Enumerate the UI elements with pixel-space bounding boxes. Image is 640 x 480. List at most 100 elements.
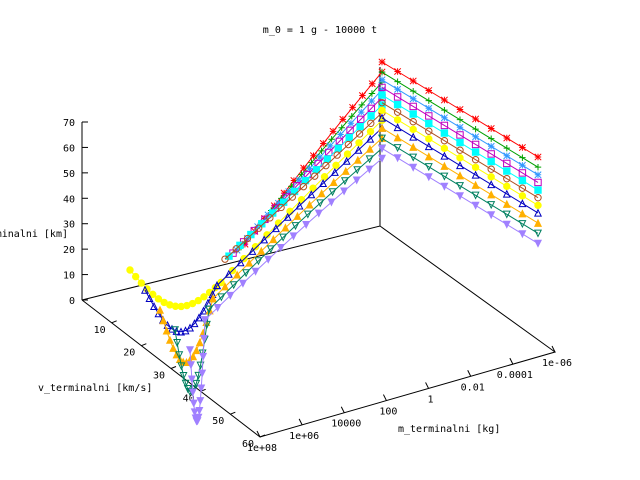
data-point — [534, 201, 542, 210]
x-axis-ticks: 1e+08 1e+06 10000 100 1 0.01 0.0001 1e-06 — [247, 345, 572, 454]
data-point — [224, 269, 233, 278]
data-point — [200, 293, 208, 301]
data-point — [456, 131, 464, 139]
series-line — [381, 102, 539, 199]
data-point — [322, 161, 330, 170]
series-line — [208, 147, 383, 310]
data-point — [181, 379, 190, 388]
data-point — [188, 388, 197, 397]
data-point — [340, 187, 349, 196]
z-tick-label: 60 — [63, 143, 75, 154]
data-point — [176, 327, 186, 336]
data-point — [471, 201, 480, 210]
data-point — [518, 199, 527, 208]
data-point — [393, 116, 402, 124]
data-point — [409, 142, 418, 151]
data-point — [377, 144, 387, 153]
y-tick-label: 40 — [183, 393, 195, 404]
data-point — [242, 269, 251, 278]
x-tick-label: 0.01 — [461, 382, 485, 393]
data-point — [179, 372, 188, 381]
data-point — [243, 234, 252, 243]
data-point — [353, 166, 362, 175]
data-point — [440, 144, 449, 153]
data-point — [518, 161, 526, 169]
data-series — [225, 91, 542, 260]
y-tick-mark — [141, 343, 147, 347]
data-point — [440, 161, 449, 170]
x-tick-mark — [425, 382, 430, 389]
data-point — [355, 130, 364, 138]
data-point — [300, 164, 308, 172]
data-point — [299, 182, 308, 191]
data-point — [425, 135, 433, 143]
data-point — [189, 399, 198, 408]
data-point — [533, 239, 543, 248]
data-point — [440, 172, 449, 181]
y-tick-label: 10 — [94, 325, 106, 336]
data-point — [251, 267, 260, 276]
data-point — [487, 180, 496, 189]
data-point — [281, 223, 290, 232]
data-point — [409, 102, 417, 111]
data-point — [533, 208, 543, 217]
x-tick-label: 10000 — [331, 419, 361, 430]
y-axis-label: v_terminalni [km/s] — [38, 383, 152, 394]
data-point — [487, 201, 496, 210]
data-point — [456, 105, 464, 114]
data-point — [472, 133, 480, 141]
data-point — [271, 224, 280, 233]
data-point — [208, 294, 218, 303]
data-point — [339, 115, 347, 123]
data-point — [424, 163, 433, 172]
data-point — [190, 408, 199, 417]
y-tick-mark — [111, 320, 117, 324]
data-point — [358, 92, 366, 100]
data-point — [196, 361, 205, 370]
data-point — [276, 244, 285, 253]
data-point — [518, 220, 527, 229]
data-point — [342, 156, 351, 165]
data-point — [356, 122, 364, 131]
data-point — [291, 222, 300, 231]
data-point — [305, 165, 314, 173]
data-point — [425, 104, 433, 112]
data-point — [347, 119, 355, 127]
data-point — [297, 196, 306, 204]
data-point — [393, 100, 402, 109]
data-point — [409, 110, 417, 118]
data-point — [145, 293, 154, 303]
data-point — [519, 154, 526, 161]
data-point — [160, 298, 168, 307]
x-tick-label: 100 — [379, 407, 397, 418]
data-point — [393, 93, 402, 101]
data-point — [221, 282, 230, 291]
data-point — [409, 117, 417, 126]
data-point — [410, 87, 417, 95]
data-point — [238, 279, 247, 288]
data-point — [487, 165, 495, 173]
x-tick-label: 1e+06 — [289, 431, 319, 442]
data-point — [269, 235, 278, 244]
data-point — [456, 123, 464, 131]
data-point — [358, 101, 366, 109]
data-point — [533, 218, 543, 227]
data-point — [277, 203, 285, 212]
data-point — [232, 245, 240, 253]
z-tick-label: 40 — [63, 194, 75, 205]
data-point — [170, 326, 180, 335]
data-point — [440, 136, 449, 145]
data-point — [366, 127, 375, 136]
series-line — [381, 117, 539, 214]
data-point — [316, 153, 324, 161]
y-tick-mark — [230, 411, 236, 415]
base-frame — [81, 225, 557, 438]
data-point — [534, 163, 542, 171]
data-point — [440, 129, 449, 137]
data-point — [195, 338, 204, 347]
data-point — [149, 301, 159, 310]
data-point — [471, 148, 480, 156]
x-tick-mark — [382, 394, 387, 401]
data-point — [194, 371, 203, 380]
